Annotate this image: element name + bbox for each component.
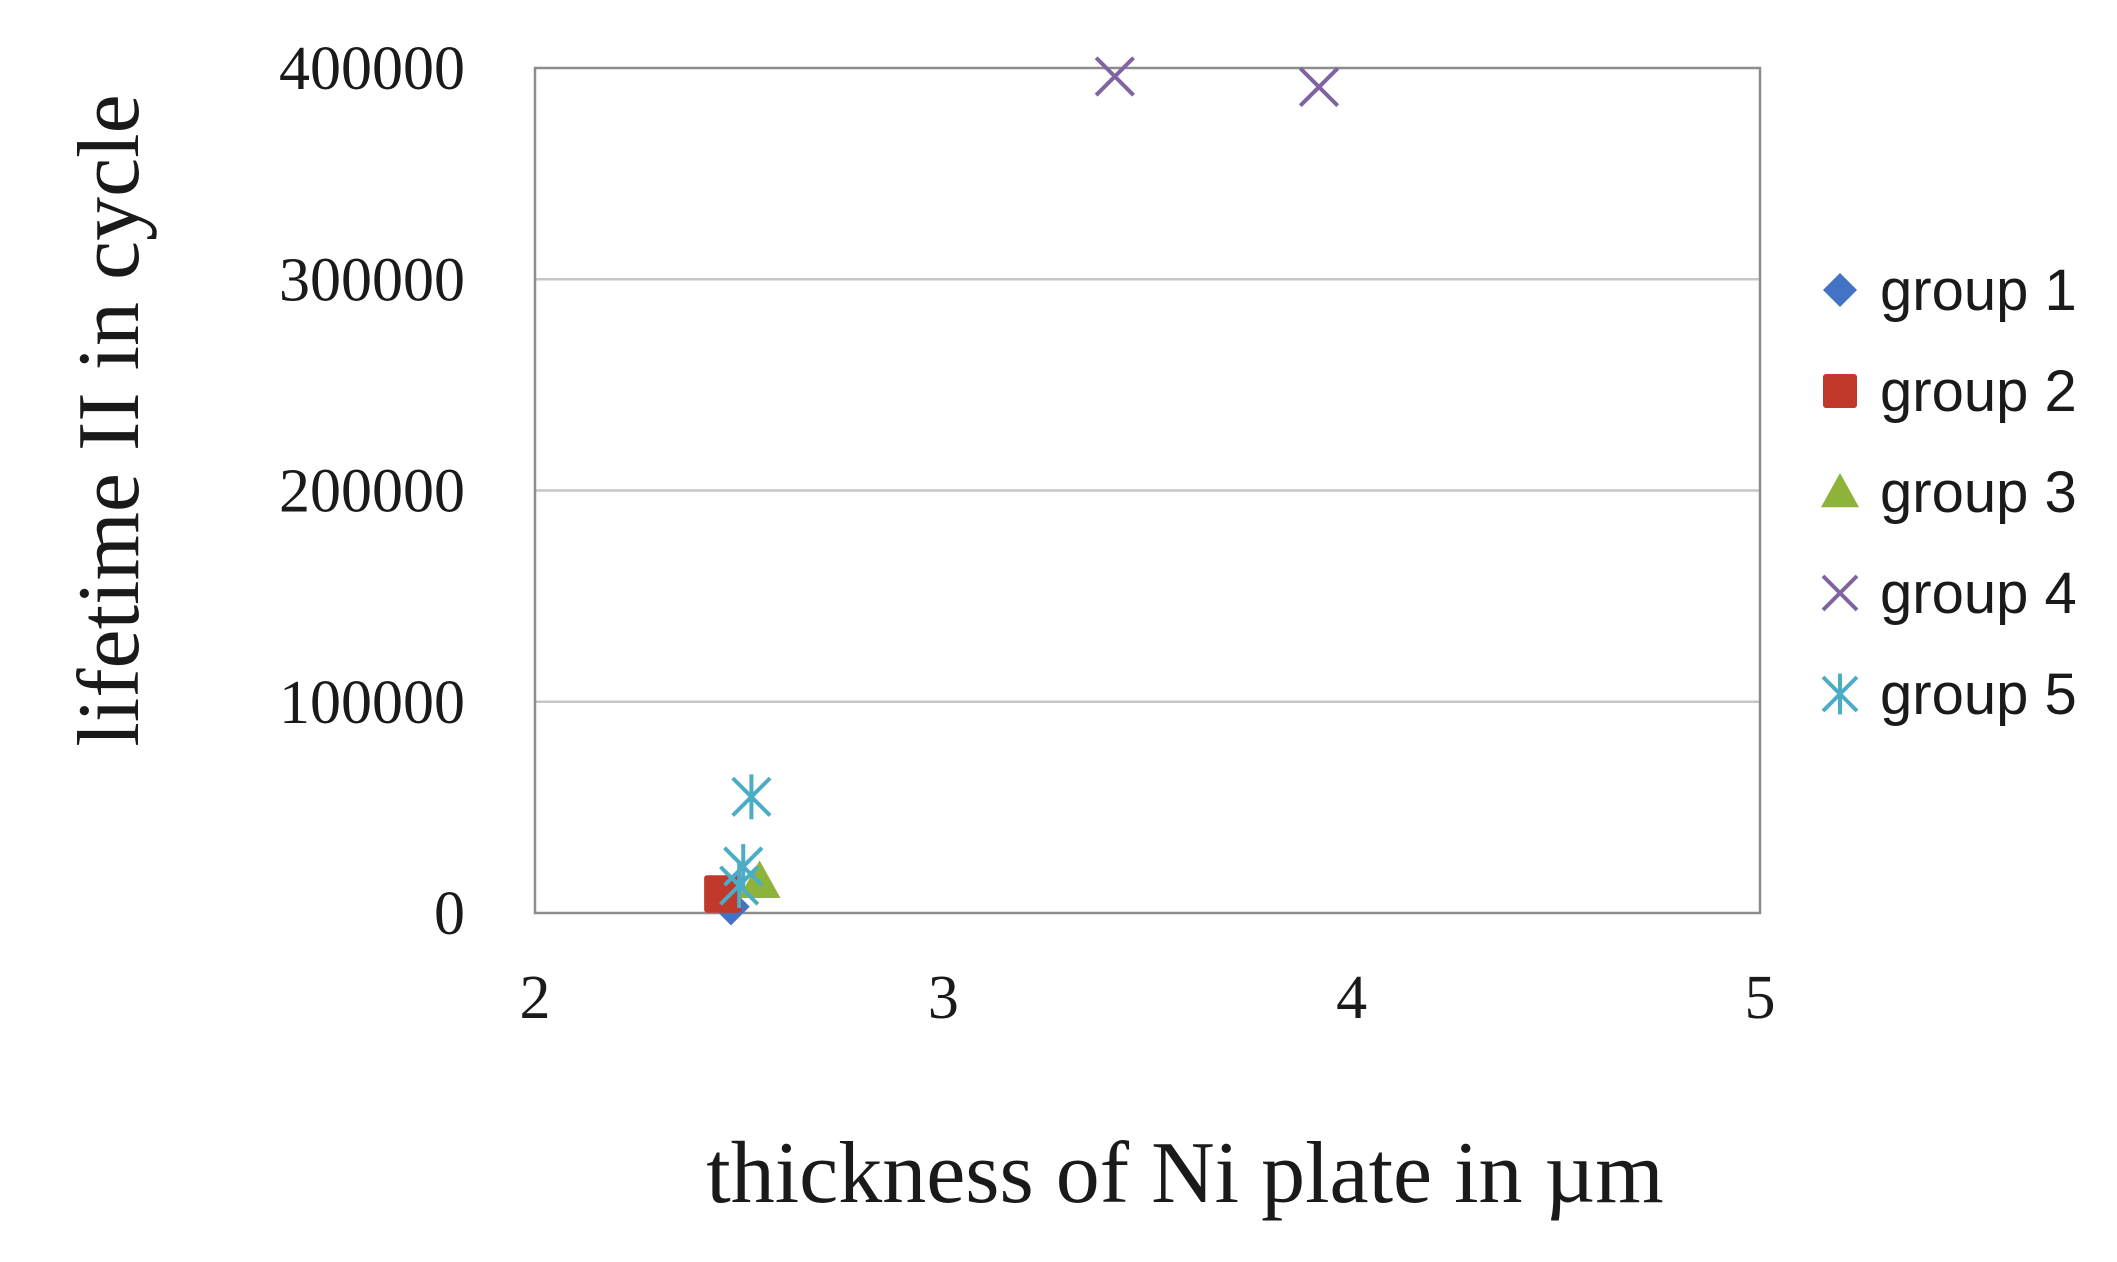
series-group-3 [738,860,781,899]
data-point [738,860,781,899]
legend-label: group 1 [1880,258,2077,323]
x-tick-label: 3 [928,964,959,1032]
legend-marker [1821,473,1859,508]
x-tick-label: 5 [1745,964,1776,1032]
data-point [731,774,772,820]
x-axis-tick-labels: 2 3 4 5 [520,964,1776,1032]
data-point [1298,66,1340,108]
y-tick-label: 400000 [279,35,465,103]
legend-label: group 4 [1880,561,2077,626]
legend-label: group 3 [1880,460,2077,525]
x-axis-title: thickness of Ni plate in µm [706,1125,1663,1222]
x-tick-label: 4 [1336,964,1367,1032]
legend-marker [1821,574,1859,612]
legend-label: group 2 [1880,359,2077,424]
x-tick-label: 2 [520,964,551,1032]
y-axis-title: lifetime II in cycle [61,94,158,746]
legend-item: group 2 [1823,359,2077,424]
legend-item: group 1 [1823,258,2077,323]
legend-item: group 5 [1821,662,2077,727]
y-tick-label: 100000 [279,669,465,737]
series-group-4 [1094,56,1340,108]
plot-area-frame [533,66,1762,915]
y-axis-tick-labels: 0 100000 200000 300000 400000 [279,35,465,948]
data-point [719,863,760,908]
legend-marker [1821,673,1859,715]
y-tick-label: 0 [434,880,465,948]
legend: group 1 group 2 group 3 group 4 group 5 [1821,258,2077,727]
y-tick-label: 300000 [279,246,465,314]
y-tick-label: 200000 [279,458,465,526]
legend-marker [1823,273,1857,307]
data-point [704,875,742,913]
data-points [704,56,1340,926]
series-group-2 [704,875,742,913]
legend-item: group 4 [1821,561,2077,626]
legend-marker [1823,374,1857,408]
data-point [1094,56,1135,97]
series-group-5 [719,774,772,908]
grid-lines [535,278,1760,703]
legend-label: group 5 [1880,662,2077,727]
legend-item: group 3 [1821,460,2077,525]
